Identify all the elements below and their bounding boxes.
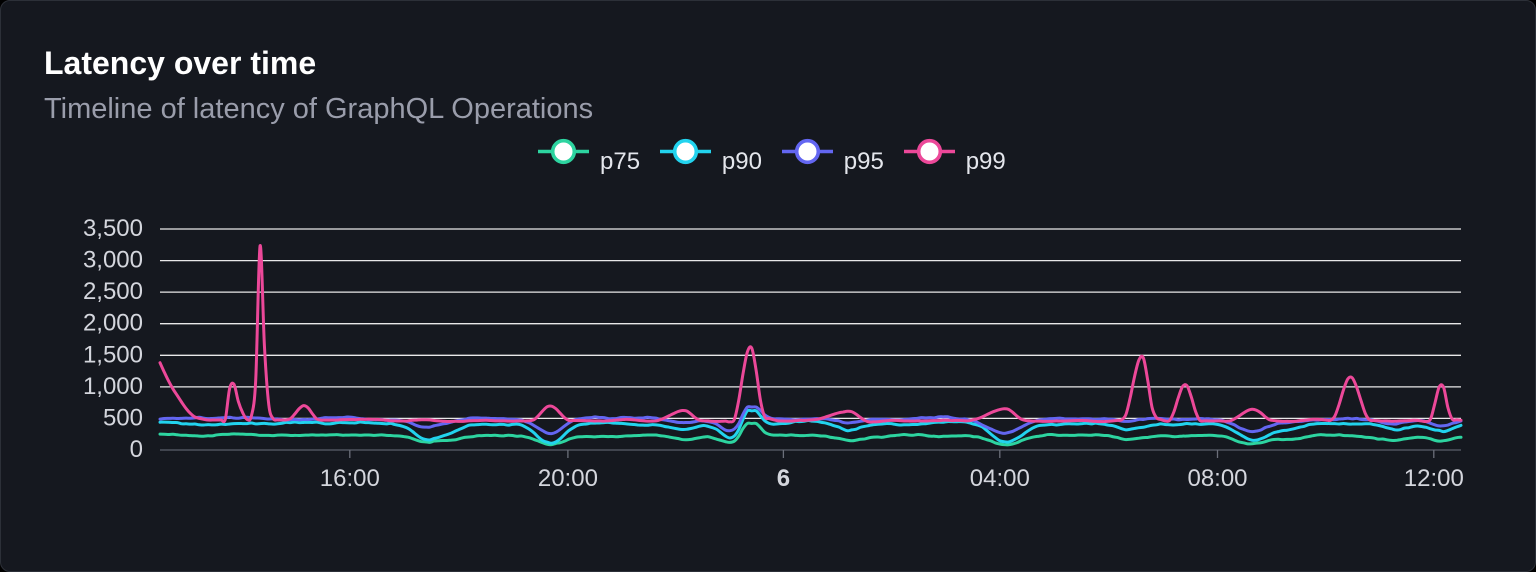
svg-text:1,500: 1,500 (83, 341, 143, 368)
svg-text:1,000: 1,000 (83, 373, 143, 400)
svg-text:2,000: 2,000 (83, 310, 143, 337)
svg-text:6: 6 (777, 465, 790, 492)
svg-text:500: 500 (103, 404, 143, 431)
svg-text:08:00: 08:00 (1187, 465, 1247, 492)
svg-text:04:00: 04:00 (970, 465, 1030, 492)
svg-text:0: 0 (130, 436, 143, 463)
svg-text:2,500: 2,500 (83, 278, 143, 305)
svg-text:3,000: 3,000 (83, 247, 143, 274)
svg-text:16:00: 16:00 (320, 465, 380, 492)
svg-text:12:00: 12:00 (1404, 465, 1464, 492)
svg-text:3,500: 3,500 (83, 215, 143, 242)
svg-text:20:00: 20:00 (538, 465, 598, 492)
